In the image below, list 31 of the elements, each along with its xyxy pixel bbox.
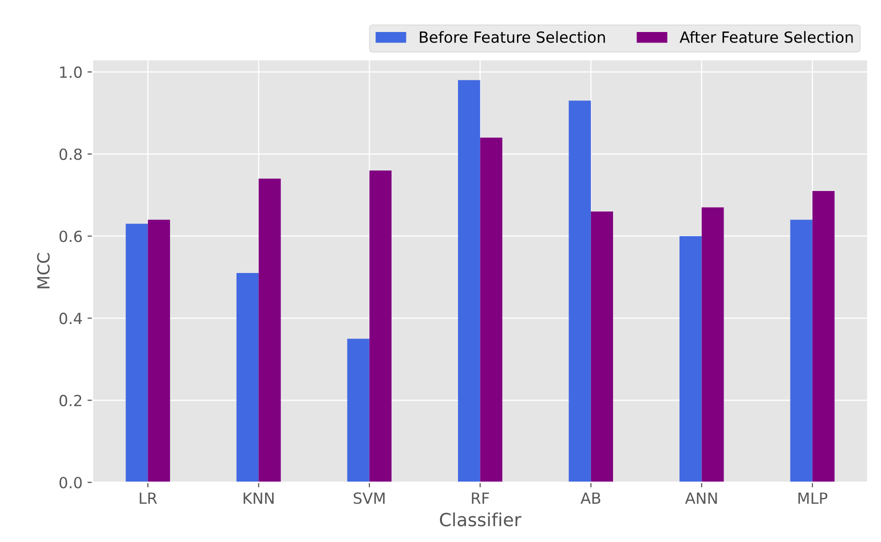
y-tick-label: 0.0: [59, 476, 82, 488]
x-tick-label: MLP: [798, 492, 828, 504]
y-axis-title: MCC: [37, 253, 50, 288]
bar: [480, 138, 502, 482]
bar: [369, 170, 392, 482]
x-tick-label: AB: [580, 492, 600, 504]
legend-label: Before Feature Selection: [420, 31, 605, 43]
bar: [680, 236, 702, 482]
bar: [812, 190, 835, 482]
bar: [236, 273, 259, 482]
bar: [126, 224, 148, 482]
x-tick-label: SVM: [354, 492, 385, 504]
bar: [458, 80, 480, 482]
y-tick-label: 0.6: [59, 230, 82, 242]
y-tick-label: 0.4: [59, 312, 82, 324]
x-tick-label: RF: [472, 492, 489, 504]
x-tick-label: KNN: [244, 492, 274, 504]
bar: [702, 207, 724, 482]
bar: [347, 338, 370, 482]
x-axis-title: Classifier: [440, 512, 522, 526]
bar: [790, 220, 812, 482]
x-tick-label: ANN: [685, 492, 717, 504]
bar: [258, 178, 281, 482]
bar: [568, 100, 591, 482]
y-tick-label: 0.2: [59, 394, 82, 406]
y-tick-label: 1.0: [60, 66, 82, 78]
legend-label: After Feature Selection: [680, 31, 853, 43]
bar: [590, 211, 614, 482]
bar: [148, 220, 170, 482]
x-tick-label: LR: [140, 492, 158, 504]
y-tick-label: 0.8: [59, 148, 82, 160]
